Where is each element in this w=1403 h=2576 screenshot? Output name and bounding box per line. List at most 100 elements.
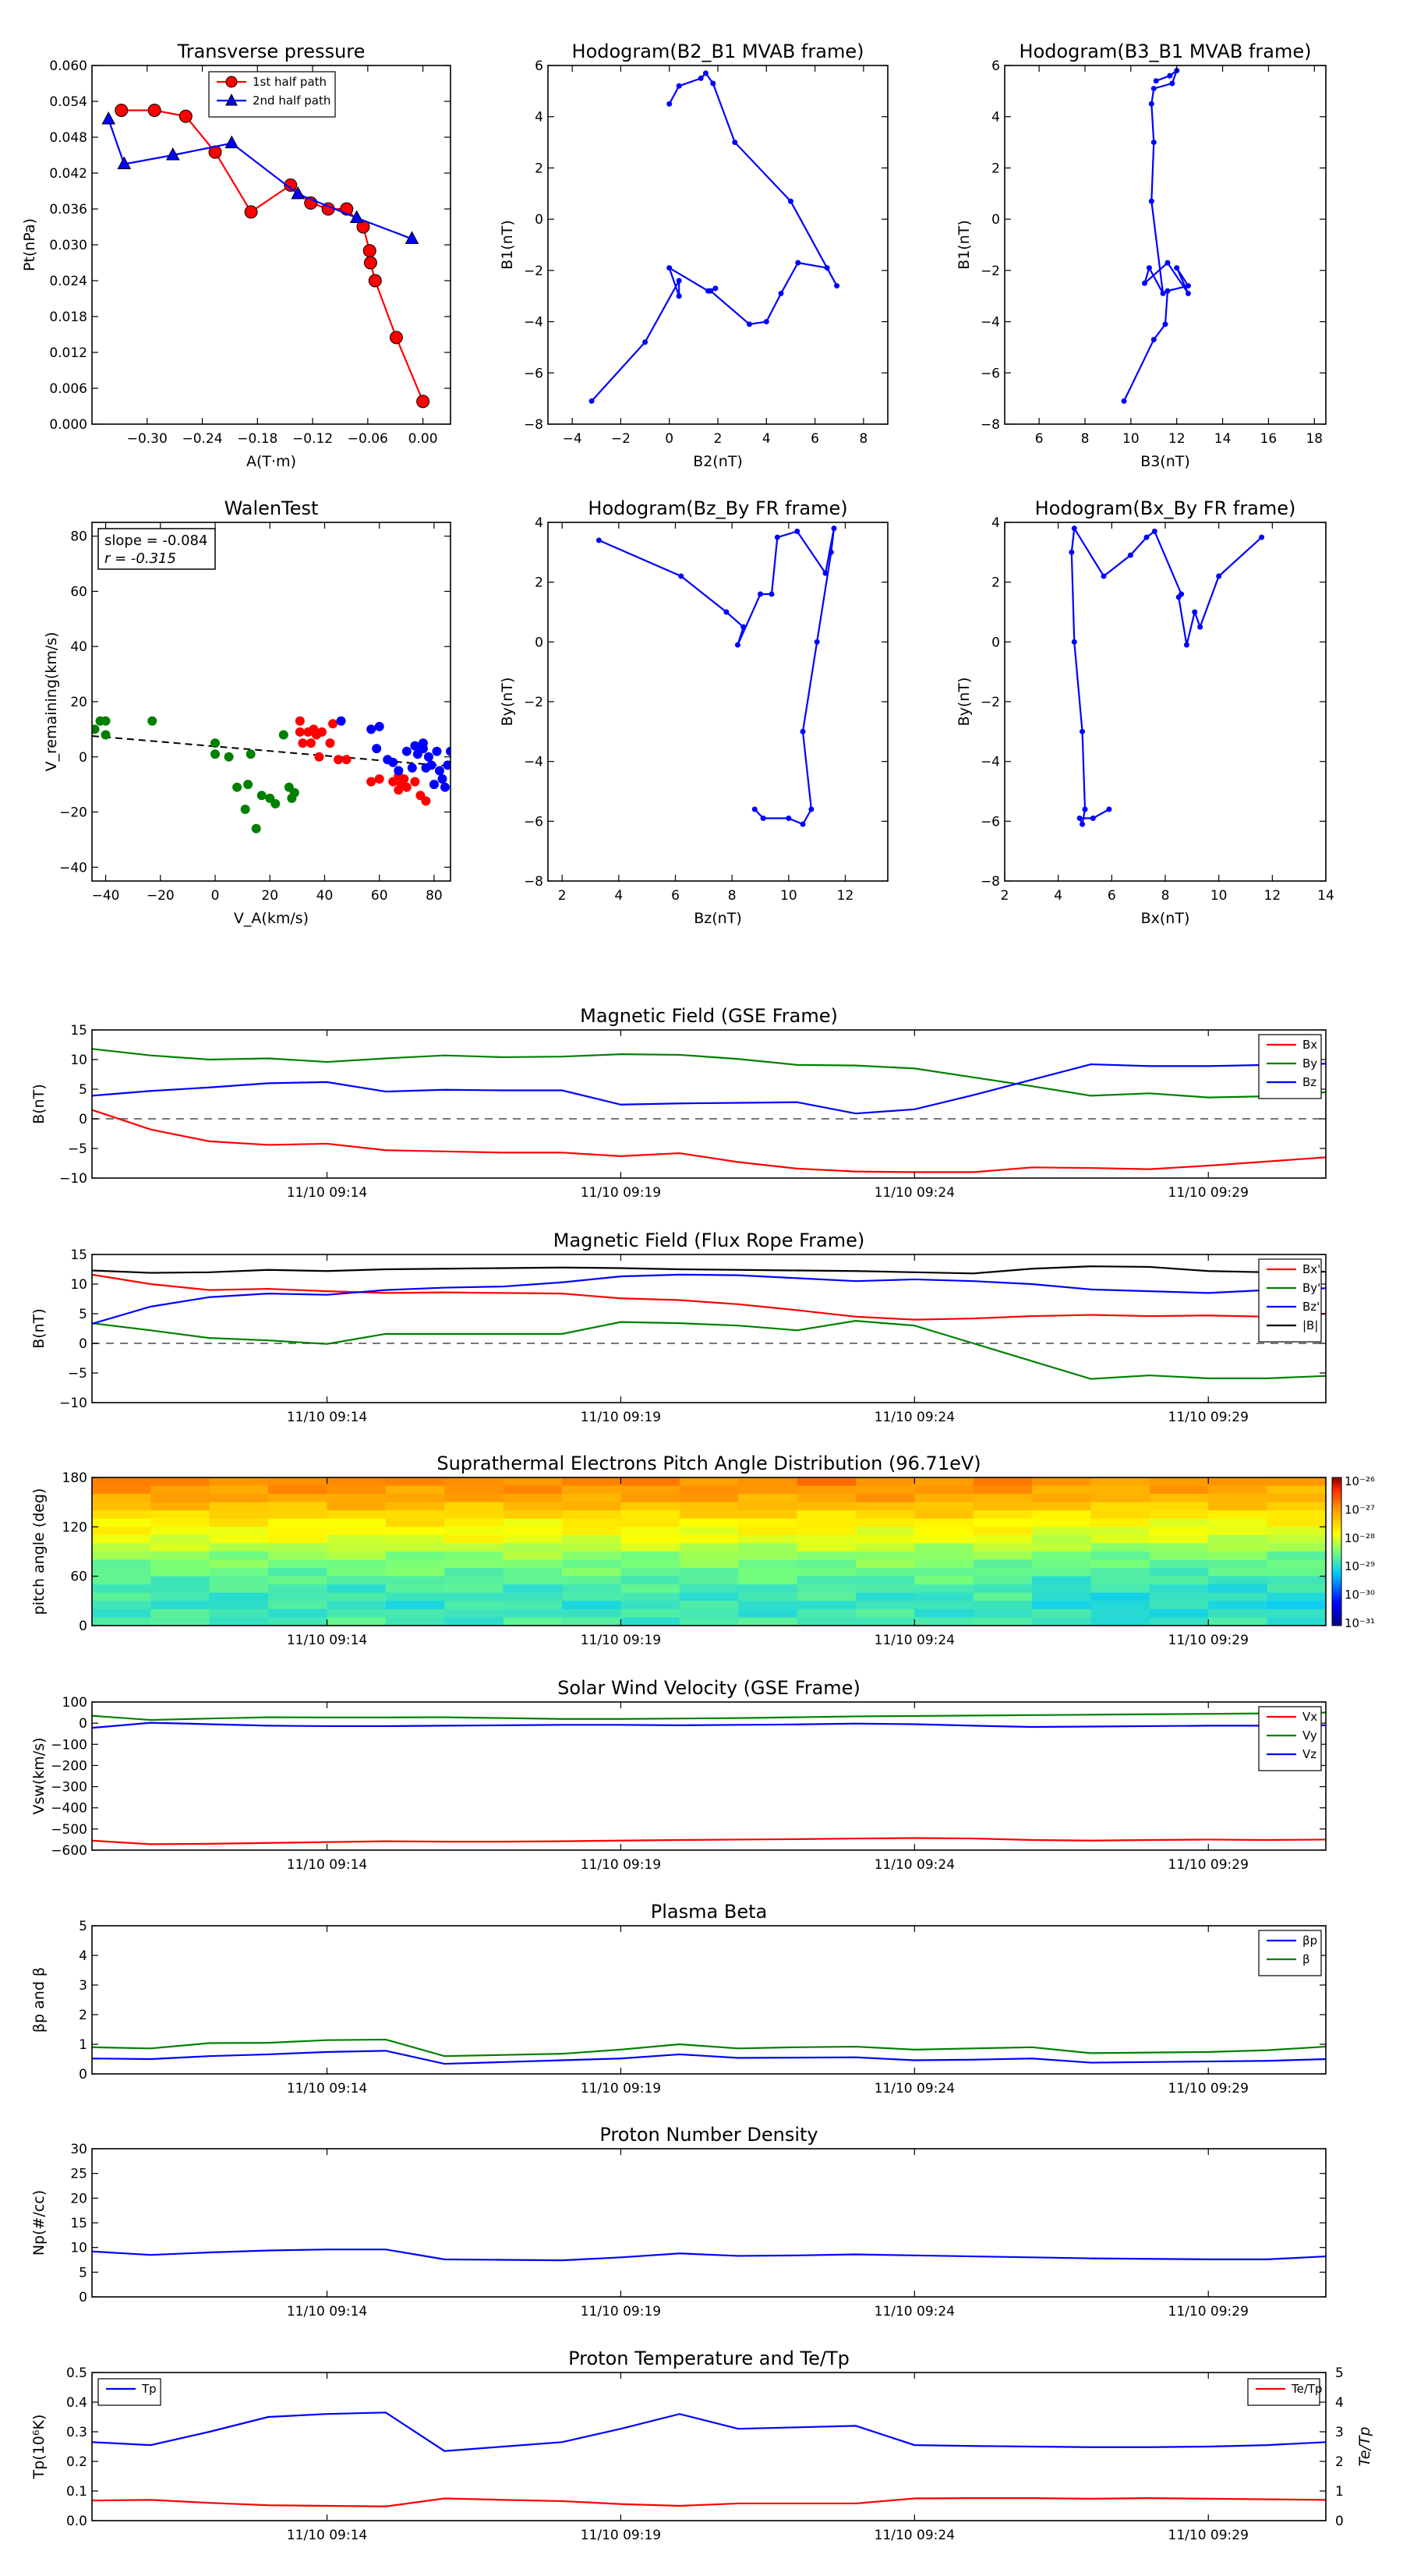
heatmap-cell bbox=[150, 1552, 210, 1561]
heatmap-cell bbox=[1267, 1592, 1326, 1601]
y-tick-label: −4 bbox=[981, 315, 1000, 331]
y-tick-label: 0.006 bbox=[49, 381, 87, 397]
y-axis-label: B1(nT) bbox=[956, 220, 973, 270]
heatmap-cell bbox=[973, 1552, 1033, 1561]
heatmap-cell bbox=[1032, 1584, 1092, 1594]
heatmap-cell bbox=[914, 1584, 974, 1594]
scatter-point-1 bbox=[298, 738, 308, 748]
y-tick-label: −4 bbox=[981, 755, 1000, 770]
heatmap-cell bbox=[797, 1527, 857, 1536]
heatmap-cell bbox=[973, 1584, 1033, 1594]
axes-frame bbox=[91, 1477, 1327, 1626]
heatmap-cell bbox=[268, 1485, 328, 1495]
heatmap-cell bbox=[209, 1592, 269, 1601]
heatmap-cell bbox=[738, 1559, 798, 1569]
heatmap-cell bbox=[1032, 1568, 1092, 1577]
scatter-point-0 bbox=[251, 823, 261, 833]
data-point bbox=[1185, 283, 1191, 289]
y-tick-label: −5 bbox=[68, 1141, 87, 1157]
heatmap-cell bbox=[503, 1576, 563, 1585]
data-point bbox=[676, 278, 682, 284]
heatmap-cell bbox=[797, 1601, 857, 1610]
series-line-1 bbox=[92, 1048, 1326, 1099]
legend-label: Bz' bbox=[1302, 1300, 1320, 1314]
data-point bbox=[732, 140, 738, 146]
x-tick-label: −0.30 bbox=[127, 431, 168, 447]
panel-t6: Proton Number Density 0 5 10 15 20 25 30 11/10 0… bbox=[30, 2124, 1327, 2319]
axes-frame bbox=[1004, 65, 1327, 425]
y-tick-label: −6 bbox=[524, 814, 543, 830]
data-point bbox=[642, 339, 648, 345]
scatter-point-2 bbox=[437, 774, 447, 784]
y-tick-label: 0.024 bbox=[49, 274, 87, 289]
heatmap-cell bbox=[1032, 1559, 1092, 1569]
heatmap-cell bbox=[327, 1608, 387, 1619]
y-tick-label: 0 bbox=[79, 1112, 87, 1127]
y-axis-label: Tp(10⁶K) bbox=[30, 2415, 48, 2480]
y-tick-label: 0.1 bbox=[66, 2484, 87, 2500]
heatmap-cell bbox=[150, 1527, 210, 1536]
y-tick-label: 60 bbox=[70, 1569, 87, 1585]
heatmap-cell bbox=[1032, 1510, 1092, 1520]
heatmap-cell bbox=[1149, 1559, 1209, 1569]
axes-frame bbox=[91, 1029, 1327, 1179]
data-point bbox=[1174, 265, 1180, 271]
data-point bbox=[1150, 140, 1157, 146]
chart-title-t5: Plasma Beta bbox=[651, 1901, 767, 1923]
heatmap-cell bbox=[855, 1485, 915, 1495]
heatmap-cell bbox=[973, 1485, 1033, 1495]
heatmap-cell bbox=[679, 1584, 739, 1594]
panel-p2: Hodogram(B2_B1 MVAB frame) −8 −6 −4 −2 0 2 4 6 −4… bbox=[499, 41, 889, 470]
heatmap-cell bbox=[738, 1485, 798, 1495]
heatmap-cell bbox=[268, 1601, 328, 1610]
heatmap-cell bbox=[914, 1485, 974, 1495]
heatmap-cell bbox=[150, 1576, 210, 1585]
y-tick-label: 15 bbox=[70, 1023, 87, 1039]
y-tick-label: 0.060 bbox=[49, 58, 87, 74]
heatmap-cell bbox=[797, 1592, 857, 1601]
scatter-point-2 bbox=[446, 746, 451, 756]
heatmap-cell bbox=[385, 1584, 445, 1594]
heatmap-cell bbox=[797, 1502, 857, 1511]
y-tick-label: −10 bbox=[59, 1171, 87, 1187]
legend-label: Bx bbox=[1302, 1038, 1317, 1052]
heatmap-cell bbox=[503, 1543, 563, 1552]
scatter-point-1 bbox=[295, 727, 305, 737]
y-tick-label: 0 bbox=[535, 212, 543, 228]
data-point bbox=[1179, 591, 1185, 597]
plot-area-p5 bbox=[595, 525, 837, 827]
y-tick-label: 4 bbox=[535, 515, 543, 531]
heatmap-cell bbox=[503, 1559, 563, 1569]
data-point bbox=[787, 198, 793, 204]
heatmap-cell bbox=[738, 1477, 798, 1487]
y-tick-label: 1 bbox=[79, 2037, 87, 2053]
heatmap-cell bbox=[562, 1568, 622, 1577]
legend-frame bbox=[1247, 2378, 1320, 2406]
y-tick-label: −8 bbox=[524, 417, 543, 433]
heatmap-cell bbox=[209, 1543, 269, 1552]
heatmap-cell bbox=[268, 1543, 328, 1552]
x-tick-label: 8 bbox=[728, 888, 737, 904]
heatmap-cell bbox=[268, 1608, 328, 1619]
annotation-frame bbox=[97, 528, 216, 570]
heatmap-cell bbox=[679, 1477, 739, 1487]
panel-p1: Transverse pressure 0.000 0.006 0.012 0.018 0… bbox=[21, 41, 451, 470]
legend: Bx' By' Bz' |B| bbox=[1258, 1258, 1322, 1343]
data-point bbox=[1150, 337, 1157, 343]
heatmap-cell bbox=[385, 1494, 445, 1503]
x-axis-label: Bz(nT) bbox=[694, 910, 741, 927]
chart-title-p2: Hodogram(B2_B1 MVAB frame) bbox=[572, 41, 864, 62]
heatmap-cell bbox=[444, 1527, 504, 1536]
heatmap-cell bbox=[444, 1518, 504, 1527]
legend-label: Tp bbox=[141, 2382, 157, 2396]
data-point bbox=[1169, 80, 1175, 87]
heatmap-cell bbox=[150, 1543, 210, 1552]
plot-area-p1 bbox=[101, 104, 430, 409]
scatter-point-0 bbox=[92, 724, 100, 734]
data-point bbox=[794, 529, 800, 534]
heatmap-cell bbox=[1267, 1576, 1326, 1585]
x-tick-label: 12 bbox=[1168, 431, 1186, 447]
scatter-point-2 bbox=[429, 780, 439, 790]
heatmap-cell bbox=[1032, 1477, 1092, 1487]
